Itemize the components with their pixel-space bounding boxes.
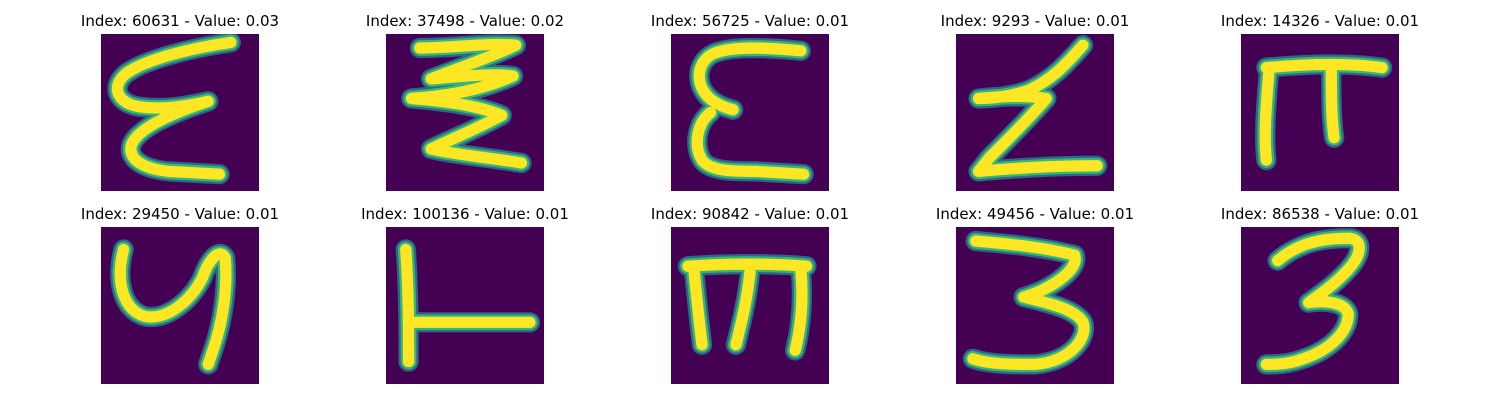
image-panel-title: Index: 29450 - Value: 0.01 — [80, 205, 280, 223]
image-panel-title: Index: 56725 - Value: 0.01 — [650, 12, 850, 30]
glyph-image — [1241, 227, 1399, 384]
image-panel: Index: 49456 - Value: 0.01 — [905, 204, 1165, 389]
image-panel-title: Index: 49456 - Value: 0.01 — [935, 205, 1135, 223]
glyph-image — [386, 34, 544, 191]
glyph-image — [956, 227, 1114, 384]
glyph-image — [386, 227, 544, 384]
image-panel-title: Index: 86538 - Value: 0.01 — [1220, 205, 1420, 223]
image-panel: Index: 14326 - Value: 0.01 — [1190, 11, 1450, 196]
image-panel: Index: 29450 - Value: 0.01 — [50, 204, 310, 389]
glyph-stroke-core — [114, 243, 232, 370]
glyph-stroke-core — [1260, 232, 1365, 370]
glyph-image — [671, 227, 829, 384]
glyph-stroke-core — [967, 235, 1090, 370]
image-panel: Index: 60631 - Value: 0.03 — [50, 11, 310, 196]
glyph-stroke-core — [691, 42, 810, 180]
glyph-stroke-core — [1259, 58, 1388, 166]
image-panel: Index: 90842 - Value: 0.01 — [620, 204, 880, 389]
glyph-image — [101, 34, 259, 191]
image-panel: Index: 100136 - Value: 0.01 — [335, 204, 595, 389]
image-panel-title: Index: 100136 - Value: 0.01 — [361, 205, 569, 223]
glyph-image — [101, 227, 259, 384]
image-panel-title: Index: 14326 - Value: 0.01 — [1220, 12, 1420, 30]
glyph-stroke-core — [405, 38, 528, 169]
image-panel-title: Index: 9293 - Value: 0.01 — [940, 12, 1130, 30]
image-panel-title: Index: 90842 - Value: 0.01 — [650, 205, 850, 223]
image-panel: Index: 56725 - Value: 0.01 — [620, 11, 880, 196]
image-panel-title: Index: 37498 - Value: 0.02 — [365, 12, 565, 30]
glyph-stroke-core — [972, 39, 1103, 177]
glyph-image — [1241, 34, 1399, 191]
glyph-image — [956, 34, 1114, 191]
image-panel: Index: 9293 - Value: 0.01 — [905, 11, 1165, 196]
glyph-stroke-core — [400, 243, 536, 368]
image-panel: Index: 86538 - Value: 0.01 — [1190, 204, 1450, 389]
glyph-image — [671, 34, 829, 191]
glyph-stroke-core — [682, 258, 813, 356]
image-panel-title: Index: 60631 - Value: 0.03 — [80, 12, 280, 30]
glyph-stroke-core — [111, 36, 237, 180]
image-panel: Index: 37498 - Value: 0.02 — [335, 11, 595, 196]
